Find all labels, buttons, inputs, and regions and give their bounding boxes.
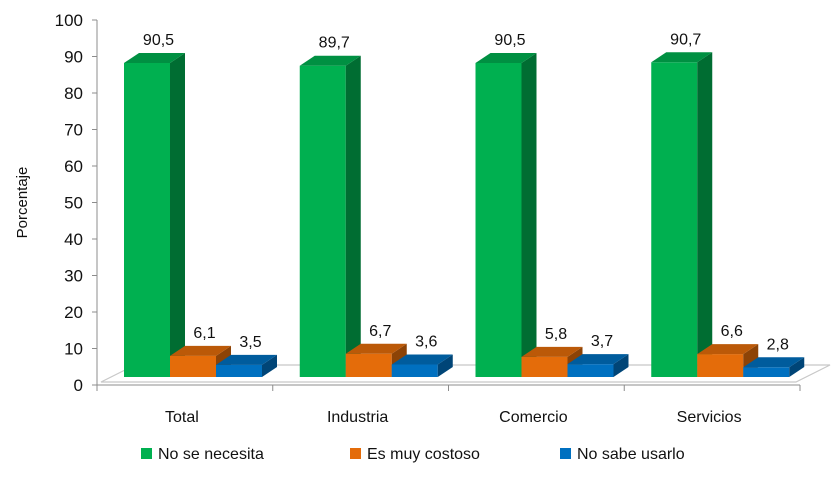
bar-front-face	[521, 356, 568, 377]
bar-top-face	[521, 346, 583, 357]
bar-top-face	[345, 343, 407, 354]
bar-top-face	[391, 354, 453, 365]
x-category-label-total: Total	[165, 409, 199, 426]
bar-side-face	[613, 354, 629, 377]
y-tick-label: 100	[55, 11, 83, 30]
bar-no-se-necesita-industria	[299, 55, 361, 378]
legend-label: No se necesita	[158, 446, 264, 463]
bar-top-face	[651, 52, 713, 63]
bar-top-face	[475, 52, 537, 63]
legend-item-es-muy-costoso: Es muy costoso	[350, 446, 480, 463]
bar-no-se-necesita-servicios	[651, 52, 713, 378]
y-tick-label: 20	[64, 303, 83, 322]
bar-top-face	[743, 357, 805, 368]
y-tick-label: 0	[74, 376, 83, 395]
legend-item-no-sabe-usarlo: No sabe usarlo	[560, 446, 685, 463]
bar-front-face	[299, 65, 346, 377]
bar-front-face	[567, 364, 614, 377]
bar-side-face	[262, 354, 277, 377]
bar-top-face	[170, 345, 231, 356]
legend-label: No sabe usarlo	[577, 446, 685, 463]
y-tick-label: 60	[64, 157, 83, 176]
bar-front-face	[743, 367, 790, 377]
x-category-label-servicios: Servicios	[677, 409, 742, 426]
data-label-no-sabe-usarlo-industria: 3,6	[415, 334, 437, 351]
bar-no-sabe-usarlo-comercio	[567, 354, 629, 377]
bar-side-face	[521, 52, 537, 378]
x-category-label-comercio: Comercio	[499, 409, 568, 426]
x-category-label-industria: Industria	[327, 409, 388, 426]
bar-front-face	[697, 354, 744, 377]
data-label-no-se-necesita-servicios: 90,7	[670, 31, 701, 48]
bar-top-face	[299, 55, 361, 66]
bar-side-face	[697, 52, 713, 378]
bar-no-se-necesita-total	[124, 52, 185, 378]
data-label-es-muy-costoso-total: 6,1	[193, 325, 215, 342]
bar-no-sabe-usarlo-industria	[391, 354, 453, 377]
bar-side-face	[345, 55, 361, 378]
bar-front-face	[475, 62, 522, 378]
bar-no-sabe-usarlo-servicios	[743, 357, 805, 377]
y-tick-label: 90	[64, 48, 83, 67]
legend-swatch	[350, 448, 361, 459]
bar-no-sabe-usarlo-total	[216, 354, 277, 377]
chart-floor	[100, 364, 831, 383]
data-label-no-se-necesita-total: 90,5	[143, 32, 174, 49]
data-label-es-muy-costoso-industria: 6,7	[369, 323, 391, 340]
bar-top-face	[216, 354, 277, 365]
bar-side-face	[789, 357, 805, 377]
bar-front-face	[651, 62, 698, 378]
bar-front-face	[124, 62, 170, 378]
bar-top-face	[567, 354, 629, 365]
bar-side-face	[437, 354, 453, 377]
bar-side-face	[170, 52, 185, 378]
data-label-no-sabe-usarlo-comercio: 3,7	[591, 333, 613, 350]
legend-label: Es muy costoso	[367, 446, 480, 463]
bar-front-face	[391, 364, 438, 377]
data-label-es-muy-costoso-servicios: 6,6	[721, 323, 743, 340]
bar-top-face	[697, 344, 759, 355]
bar-top-face	[124, 52, 185, 63]
data-label-no-se-necesita-industria: 89,7	[319, 35, 350, 52]
y-tick-label: 30	[64, 267, 83, 286]
y-tick-label: 80	[64, 84, 83, 103]
data-label-es-muy-costoso-comercio: 5,8	[545, 326, 567, 343]
bar-no-se-necesita-comercio	[475, 52, 537, 378]
y-tick-label: 10	[64, 340, 83, 359]
data-label-no-se-necesita-comercio: 90,5	[494, 32, 525, 49]
data-label-no-sabe-usarlo-total: 3,5	[239, 334, 261, 351]
y-tick-label: 70	[64, 121, 83, 140]
y-tick-label: 50	[64, 194, 83, 213]
legend-item-no-se-necesita: No se necesita	[141, 446, 264, 463]
data-label-no-sabe-usarlo-servicios: 2,8	[767, 336, 789, 353]
y-axis-title: Porcentaje	[14, 167, 31, 239]
y-tick-label: 40	[64, 230, 83, 249]
legend-swatch	[560, 448, 571, 459]
bar-front-face	[170, 355, 216, 377]
bar-front-face	[216, 364, 262, 377]
bar-front-face	[345, 353, 392, 377]
legend-swatch	[141, 448, 152, 459]
